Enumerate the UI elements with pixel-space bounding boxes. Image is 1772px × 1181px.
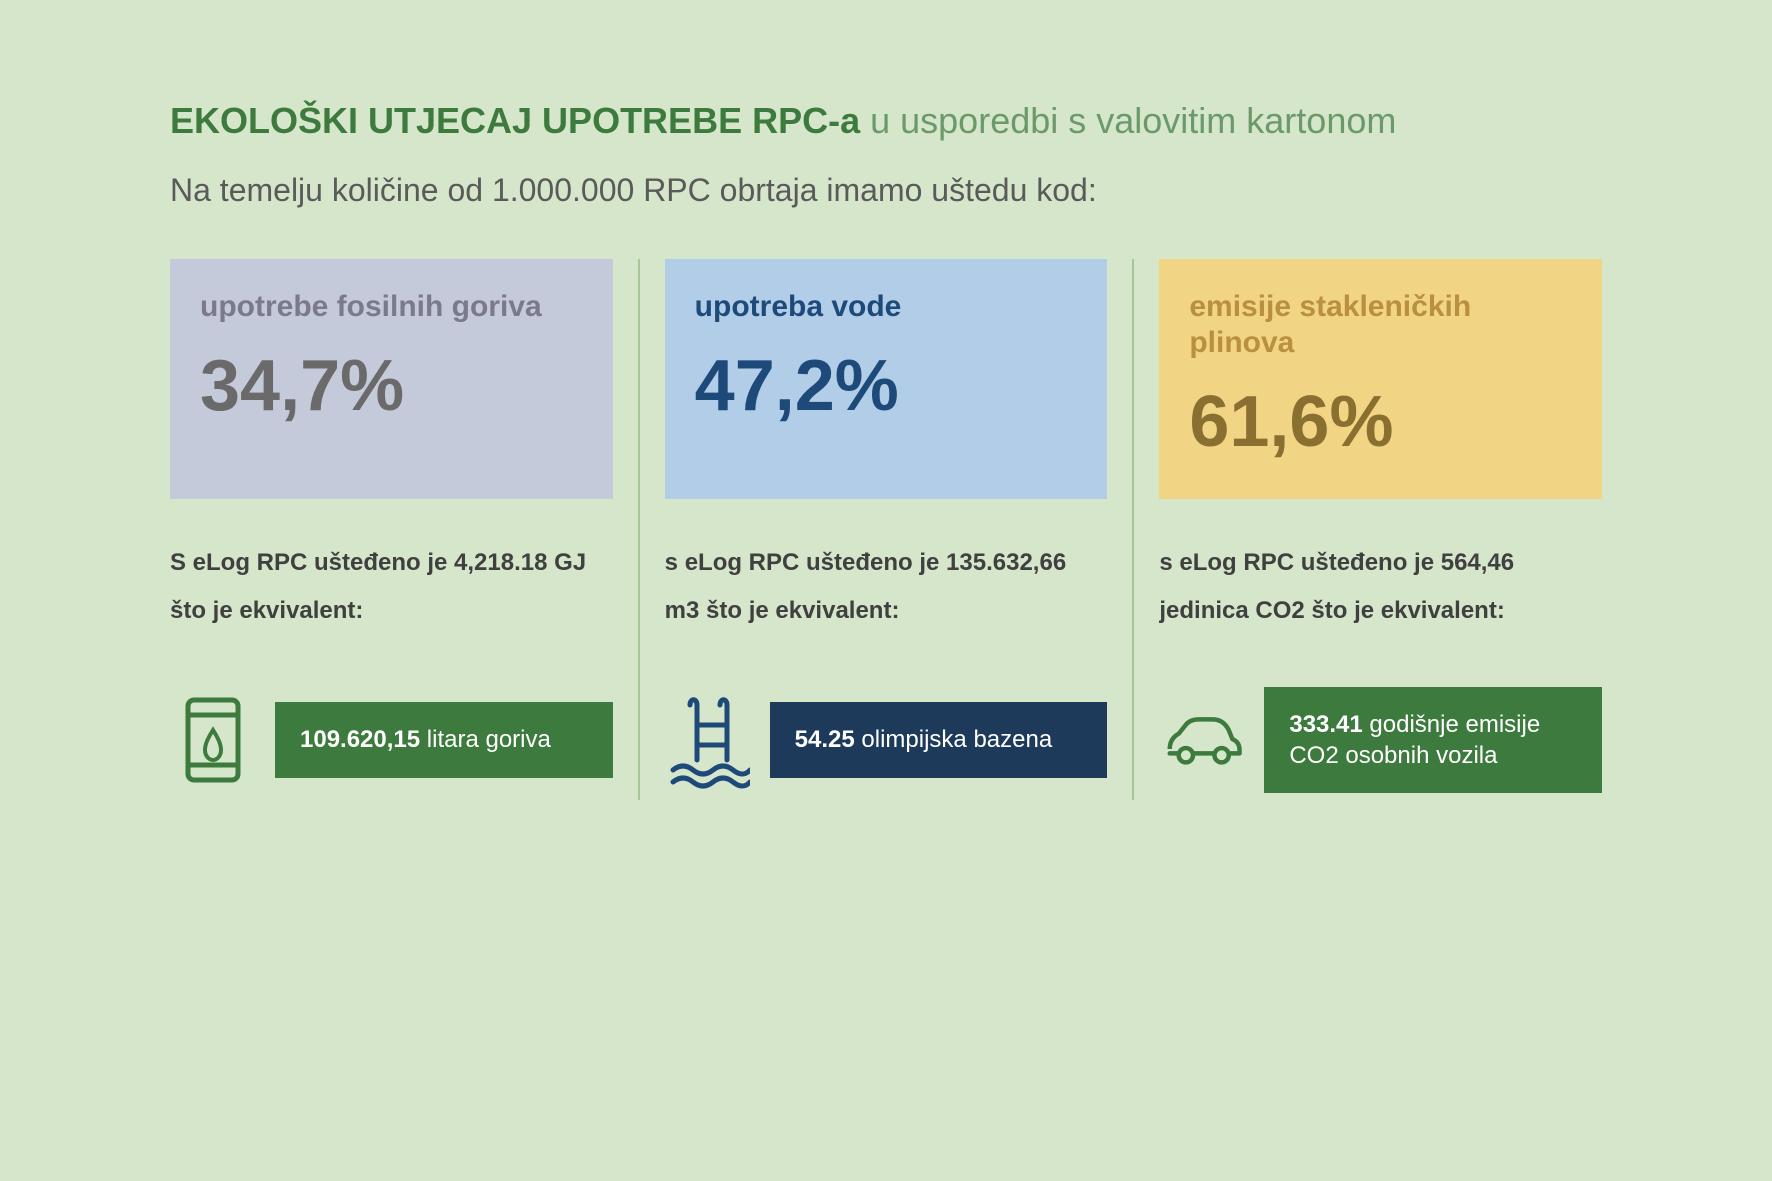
equivalent-box-water: 54.25 olimpijska bazena [770, 702, 1108, 777]
columns-container: upotrebe fosilnih goriva 34,7% S eLog RP… [170, 259, 1602, 800]
equiv-value: 333.41 [1289, 711, 1362, 738]
barrel-icon [170, 680, 255, 800]
equiv-unit: olimpijska bazena [861, 726, 1052, 753]
title-bold: EKOLOŠKI UTJECAJ UPOTREBE RPC-a [170, 100, 860, 141]
equiv-value: 54.25 [795, 726, 855, 753]
equiv-value: 109.620,15 [300, 726, 420, 753]
column-emissions: emisije stakleničkih plinova 61,6% s eLo… [1134, 259, 1602, 800]
stat-label: emisije stakleničkih plinova [1189, 289, 1572, 361]
stat-label: upotreba vode [695, 289, 1078, 325]
stat-detail: s eLog RPC ušteđeno je 564,46 jedinica C… [1159, 539, 1602, 635]
equivalent-box-fossil: 109.620,15 litara goriva [275, 702, 613, 777]
page-title: EKOLOŠKI UTJECAJ UPOTREBE RPC-a u uspore… [170, 100, 1602, 142]
stat-detail: S eLog RPC ušteđeno je 4,218.18 GJ što j… [170, 539, 613, 635]
equiv-unit: litara goriva [427, 726, 551, 753]
infographic-container: EKOLOŠKI UTJECAJ UPOTREBE RPC-a u uspore… [170, 100, 1602, 800]
stat-box-fossil: upotrebe fosilnih goriva 34,7% [170, 259, 613, 499]
equivalent-row: 333.41 godišnje emisije CO2 osobnih vozi… [1159, 680, 1602, 800]
equivalent-row: 109.620,15 litara goriva [170, 680, 613, 800]
stat-box-water: upotreba vode 47,2% [665, 259, 1108, 499]
stat-percent: 47,2% [695, 345, 1078, 427]
car-icon [1159, 680, 1244, 800]
column-water: upotreba vode 47,2% s eLog RPC ušteđeno … [640, 259, 1135, 800]
equivalent-row: 54.25 olimpijska bazena [665, 680, 1108, 800]
stat-percent: 34,7% [200, 345, 583, 427]
equivalent-box-emissions: 333.41 godišnje emisije CO2 osobnih vozi… [1264, 687, 1602, 793]
stat-detail: s eLog RPC ušteđeno je 135.632,66 m3 što… [665, 539, 1108, 635]
title-light: u usporedbi s valovitim kartonom [860, 100, 1396, 141]
stat-percent: 61,6% [1189, 381, 1572, 463]
stat-label: upotrebe fosilnih goriva [200, 289, 583, 325]
pool-ladder-icon [665, 680, 750, 800]
stat-box-emissions: emisije stakleničkih plinova 61,6% [1159, 259, 1602, 499]
column-fossil-fuel: upotrebe fosilnih goriva 34,7% S eLog RP… [170, 259, 640, 800]
subtitle: Na temelju količine od 1.000.000 RPC obr… [170, 172, 1602, 209]
